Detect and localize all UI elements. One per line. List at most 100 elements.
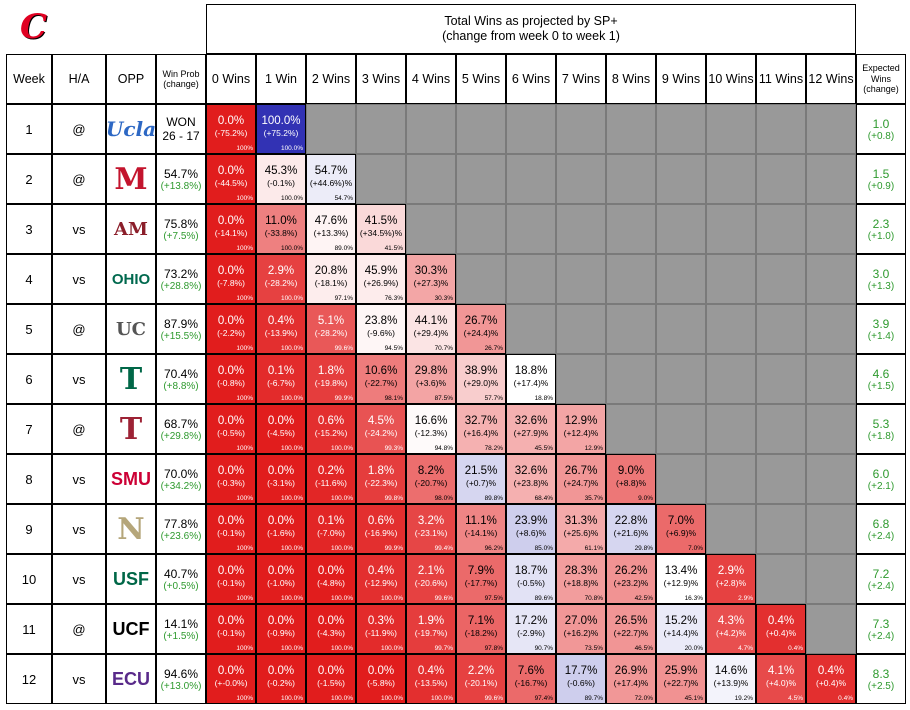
cell-probability: 0.0%	[217, 365, 245, 377]
cell-change: (+26.9%)	[363, 278, 399, 288]
cell-probability: 4.1%	[767, 665, 795, 677]
win-probability-change: (+7.5%)	[163, 230, 199, 242]
opponent-logo-icon: Ucla	[106, 117, 156, 141]
cell-cumulative: 16.3%	[684, 594, 703, 602]
cell-cumulative: 4.7%	[738, 644, 753, 652]
cell-change: (+16.2)%	[563, 628, 599, 638]
win-probability-value: 87.9%	[163, 316, 199, 331]
week-number: 8	[6, 454, 52, 504]
cell-cumulative: 100.0%	[330, 694, 353, 702]
win-probability-value: 70.0%	[163, 466, 199, 481]
probability-cell: 0.1% (-6.7%) 100.0%	[256, 354, 306, 404]
win-probability-value: 70.4%	[163, 366, 199, 381]
cell-change: (-0.5%)	[217, 428, 245, 438]
cell-change: (-20.1%)	[464, 678, 498, 688]
win-column-header: 7 Wins	[556, 54, 606, 104]
expected-wins-value: 3.0	[872, 266, 890, 281]
empty-cell	[606, 254, 656, 304]
empty-cell	[456, 104, 506, 154]
empty-cell	[756, 254, 806, 304]
probability-cell: 0.0% (-4.5%) 100.0%	[256, 404, 306, 454]
cell-change: (-0.1%)	[267, 178, 295, 188]
probability-cell: 12.9% (+12.4)% 12.9%	[556, 404, 606, 454]
cell-cumulative: 87.5%	[434, 394, 453, 402]
week-number: 3	[6, 204, 52, 254]
cell-cumulative: 19.2%	[734, 694, 753, 702]
opponent-logo-icon: SMU	[111, 468, 151, 489]
expected-wins-change: (+2.4)	[867, 630, 895, 642]
cell-probability: 44.1%	[414, 315, 448, 327]
empty-cell	[706, 154, 756, 204]
cell-change: (+21.6)%	[613, 528, 649, 538]
expected-wins-value: 3.9	[872, 316, 890, 331]
empty-cell	[806, 404, 856, 454]
cell-probability: 0.4%	[767, 615, 795, 627]
empty-cell	[656, 454, 706, 504]
probability-cell: 29.8% (+3.6)% 87.5%	[406, 354, 456, 404]
opponent-logo-cell: T	[106, 354, 156, 404]
cell-cumulative: 100.0%	[280, 644, 303, 652]
week-header: Week	[6, 54, 52, 104]
cell-cumulative: 99.7%	[434, 644, 453, 652]
week-number: 12	[6, 654, 52, 704]
expected-wins-change: (+2.1)	[867, 480, 895, 492]
probability-cell: 4.5% (-24.2%) 99.3%	[356, 404, 406, 454]
win-probability-change: (+8.8%)	[163, 380, 199, 392]
cell-cumulative: 2.9%	[738, 594, 753, 602]
cell-probability: 7.0%	[667, 515, 695, 527]
week-number: 5	[6, 304, 52, 354]
chart-title: Total Wins as projected by SP+ (change fr…	[206, 4, 856, 54]
probability-cell: 0.0% (-0.5%) 100%	[206, 404, 256, 454]
probability-cell: 0.3% (-11.9%) 100.0%	[356, 604, 406, 654]
cell-cumulative: 45.1%	[684, 694, 703, 702]
home-away: vs	[52, 504, 106, 554]
cell-cumulative: 96.2%	[484, 544, 503, 552]
cell-cumulative: 70.7%	[434, 344, 453, 352]
probability-cell: 2.9% (-28.2%) 100.0%	[256, 254, 306, 304]
cell-probability: 18.7%	[514, 565, 548, 577]
cell-probability: 0.0%	[267, 465, 295, 477]
ha-header: H/A	[52, 54, 106, 104]
empty-cell	[706, 404, 756, 454]
probability-cell: 32.6% (+23.8)% 68.4%	[506, 454, 556, 504]
cell-change: (-1.0%)	[267, 578, 295, 588]
cell-probability: 11.1%	[465, 515, 497, 527]
cell-cumulative: 100%	[236, 294, 253, 302]
cell-cumulative: 100%	[236, 544, 253, 552]
cell-probability: 20.8%	[314, 265, 348, 277]
cell-cumulative: 100.0%	[330, 444, 353, 452]
week-number: 11	[6, 604, 52, 654]
cell-probability: 21.5%	[464, 465, 498, 477]
probability-cell: 100.0% (+75.2%) 100.0%	[256, 104, 306, 154]
empty-cell	[756, 154, 806, 204]
cell-cumulative: 100.0%	[380, 694, 403, 702]
cell-probability: 14.6%	[714, 665, 748, 677]
probability-cell: 0.0% (-14.1%) 100%	[206, 204, 256, 254]
cell-change: (+27.3)%	[413, 278, 449, 288]
probability-cell: 7.9% (-17.7%) 97.5%	[456, 554, 506, 604]
cell-change: (-12.9%)	[364, 578, 398, 588]
probability-cell: 54.7% (+44.6%)% 54.7%	[306, 154, 356, 204]
cell-probability: 30.3%	[414, 265, 448, 277]
cell-probability: 0.0%	[217, 415, 245, 427]
empty-cell	[556, 104, 606, 154]
expected-wins: 8.3 (+2.5)	[856, 654, 906, 704]
expected-wins-change: (+2.4)	[867, 530, 895, 542]
cell-cumulative: 100.0%	[280, 694, 303, 702]
empty-cell	[806, 454, 856, 504]
cell-probability: 0.0%	[367, 665, 395, 677]
expected-wins-value: 5.3	[872, 416, 890, 431]
cell-cumulative: 99.9%	[384, 544, 403, 552]
expected-wins: 1.5 (+0.9)	[856, 154, 906, 204]
probability-cell: 0.4% (+0.4)% 0.4%	[756, 604, 806, 654]
win-probability: 77.8% (+23.6%)	[156, 504, 206, 554]
win-probability: 94.6% (+13.0%)	[156, 654, 206, 704]
probability-cell: 26.7% (+24.7)% 35.7%	[556, 454, 606, 504]
cell-cumulative: 70.8%	[584, 594, 603, 602]
cell-change: (+8.6)%	[516, 528, 546, 538]
cell-probability: 22.8%	[614, 515, 648, 527]
probability-cell: 31.3% (+25.6)% 61.1%	[556, 504, 606, 554]
cell-probability: 2.2%	[467, 665, 495, 677]
opponent-logo-icon: M	[114, 161, 148, 197]
